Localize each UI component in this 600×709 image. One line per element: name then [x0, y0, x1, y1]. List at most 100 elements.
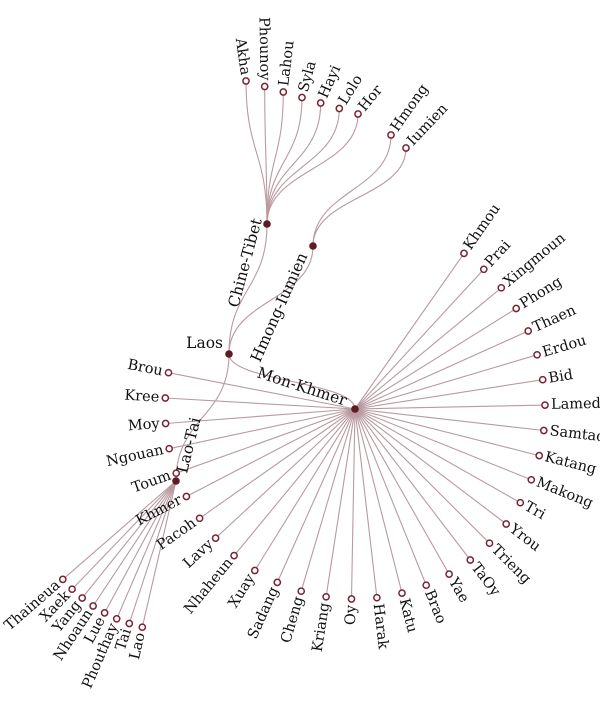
link-mon-khmer-nhaheun — [233, 408, 356, 556]
tree-nodes — [58, 77, 549, 632]
link-mon-khmer-trieng — [354, 408, 490, 544]
link-mon-khmer-xingmoun — [354, 287, 502, 410]
link-laos-lao-tai — [175, 353, 230, 482]
leaf-node-toum — [172, 469, 181, 478]
link-chine-tibet-hor — [266, 113, 359, 225]
node-laos — [225, 350, 233, 358]
link-lao-tai-thaineua — [62, 480, 177, 580]
link-mon-khmer-katang — [354, 408, 540, 457]
leaf-label-harak: Harak — [370, 603, 391, 650]
leaf-label-prai: Prai — [482, 237, 514, 270]
leaf-label-yae: Yae — [445, 574, 472, 605]
leaf-label-akha: Akha — [232, 36, 253, 77]
link-mon-khmer-phong — [354, 308, 517, 410]
node-chine-tibet — [263, 220, 271, 228]
link-mon-khmer-bid — [354, 379, 543, 410]
link-mon-khmer-ngouan — [169, 408, 356, 450]
leaf-label-kriang: Kriang — [310, 601, 333, 653]
link-mon-khmer-erdou — [354, 354, 538, 410]
leaf-node-xuay — [250, 566, 259, 575]
link-laos-hmong-iumien — [228, 245, 314, 355]
leaf-label-lahou: Lahou — [276, 40, 298, 87]
node-mon-khmer — [351, 405, 359, 413]
leaf-node-pacoh — [195, 514, 204, 523]
leaf-node-oy — [347, 595, 356, 603]
link-mon-khmer-taoy — [354, 408, 471, 561]
leaf-node-kriang — [322, 592, 330, 601]
leaf-node-thaineua — [58, 575, 67, 584]
link-mon-khmer-yae — [354, 408, 450, 575]
link-lao-tai-yang — [81, 480, 177, 599]
link-mon-khmer-lamed — [354, 404, 546, 410]
leaf-label-erdou: Erdou — [541, 333, 589, 361]
link-chine-tibet-phounoy — [264, 86, 268, 225]
group-label-chine-tibet: Chine-Tibet — [225, 216, 266, 310]
leaf-node-hayi — [316, 99, 325, 107]
leaf-label-moy: Moy — [127, 416, 161, 434]
leaf-node-phounoy — [260, 82, 269, 91]
leaf-node-akha — [242, 77, 250, 85]
leaf-node-iumien — [402, 144, 410, 152]
link-chine-tibet-lolo — [266, 108, 340, 225]
link-mon-khmer-oy — [350, 408, 356, 600]
leaf-label-katu: Katu — [396, 597, 420, 635]
leaf-node-tai — [125, 619, 134, 628]
leaf-node-bid — [538, 375, 547, 384]
leaf-label-ngouan: Ngouan — [105, 442, 165, 470]
leaf-label-sadang: Sadang — [245, 585, 282, 642]
leaf-node-brao — [422, 581, 431, 590]
leaf-node-lahou — [279, 88, 288, 96]
leaf-node-phong — [512, 304, 521, 313]
leaf-label-syla: Syla — [296, 59, 320, 94]
link-hmong-iumien-iumien — [312, 147, 407, 247]
link-lao-tai-nhoaun — [92, 480, 177, 607]
link-mon-khmer-khmou — [354, 253, 465, 410]
leaf-label-bid: Bid — [547, 367, 574, 387]
leaf-node-harak — [373, 593, 381, 602]
link-chine-tibet-syla — [266, 97, 303, 225]
leaf-node-ngouan — [165, 444, 174, 453]
leaf-node-hor — [354, 110, 362, 118]
link-mon-khmer-makong — [354, 408, 532, 481]
link-mon-khmer-thaen — [354, 330, 529, 410]
link-lao-tai-lao — [141, 480, 177, 628]
leaf-node-cheng — [297, 587, 306, 596]
leaf-node-khmou — [460, 249, 468, 258]
link-lao-tai-phouthay — [116, 480, 177, 620]
leaf-node-hmong — [387, 131, 395, 139]
link-hmong-iumien-hmong — [312, 134, 392, 247]
leaf-node-trieng — [485, 539, 494, 548]
link-mon-khmer-kree — [165, 397, 356, 410]
link-mon-khmer-moy — [165, 408, 356, 425]
leaf-label-phong: Phong — [517, 274, 565, 312]
leaf-node-katang — [535, 451, 544, 460]
leaf-label-tai: Tai — [113, 626, 135, 652]
leaf-label-brou: Brou — [126, 357, 164, 380]
leaf-node-moy — [161, 419, 170, 428]
link-chine-tibet-lahou — [266, 91, 284, 225]
link-mon-khmer-tri — [354, 408, 521, 504]
node-hmong-iumien — [309, 242, 317, 250]
leaf-label-katang: Katang — [543, 449, 598, 477]
leaf-label-taoy: TaOy — [468, 560, 504, 600]
link-mon-khmer-yrou — [354, 408, 507, 525]
leaf-node-syla — [298, 93, 306, 102]
leaf-node-erdou — [533, 350, 541, 359]
leaf-node-taoy — [466, 556, 475, 564]
link-lao-tai-xaek — [71, 480, 177, 590]
leaf-node-nhaheun — [230, 551, 238, 560]
leaf-node-nhoaun — [89, 602, 97, 610]
leaf-node-yang — [78, 594, 87, 602]
root-label-laos: Laos — [186, 334, 223, 352]
leaf-label-lavy: Lavy — [180, 536, 217, 572]
link-mon-khmer-cheng — [300, 408, 356, 592]
leaf-node-katu — [398, 589, 406, 597]
leaf-node-yae — [445, 570, 453, 578]
leaf-node-lao — [138, 623, 147, 632]
link-mon-khmer-sadang — [276, 408, 356, 583]
leaf-label-kree: Kree — [124, 388, 160, 406]
link-mon-khmer-xuay — [254, 408, 356, 571]
link-mon-khmer-brao — [354, 408, 427, 586]
link-mon-khmer-pacoh — [199, 408, 356, 519]
leaf-label-oy: Oy — [343, 604, 359, 625]
